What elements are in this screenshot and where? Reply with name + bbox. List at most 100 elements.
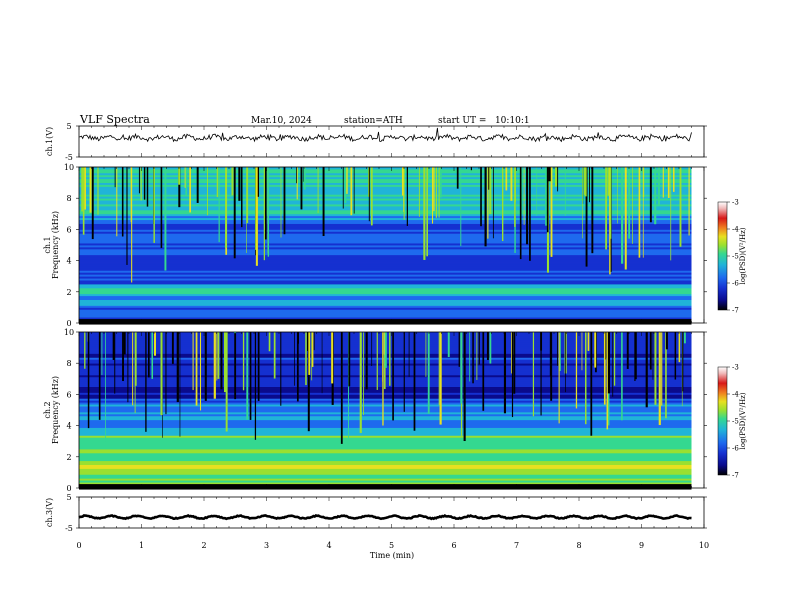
sferic-streak xyxy=(138,167,140,194)
colorbar-tick-label: -6 xyxy=(732,280,739,288)
spectrogram-heatmap xyxy=(79,167,704,325)
time-axis: 0 1 2 3 4 5 6 7 8 9 10 xyxy=(76,541,709,550)
spectrum-band xyxy=(79,278,692,281)
y-tick-label: 10 xyxy=(64,328,74,337)
low-freq-band xyxy=(79,484,692,490)
spectrum-band xyxy=(79,248,692,252)
sferic-streak xyxy=(171,332,174,364)
sferic-streak xyxy=(657,167,660,206)
sferic-streak xyxy=(178,167,181,185)
spectrum-band xyxy=(79,250,692,254)
spectrum-band xyxy=(79,198,692,201)
sferic-streak xyxy=(303,167,306,190)
sferic-streak xyxy=(296,167,298,200)
spectrum-band xyxy=(79,441,692,444)
sferic-streak xyxy=(112,332,115,360)
spectrum-band xyxy=(79,215,692,219)
sferic-streak xyxy=(317,167,319,213)
spectrum-band xyxy=(79,190,692,193)
spectrum-band xyxy=(79,227,692,230)
sferic-streak xyxy=(268,332,271,352)
sferic-streak xyxy=(665,332,667,419)
sferic-streak xyxy=(134,332,136,413)
colorbar-label: log(PSD)(V²/Hz) xyxy=(739,392,747,449)
spectrum-band xyxy=(79,406,692,409)
sferic-streak xyxy=(514,167,516,227)
sferic-streak xyxy=(587,332,590,351)
sferic-streak xyxy=(670,167,672,261)
y-tick-label: 0 xyxy=(66,484,71,493)
sferic-streak xyxy=(264,167,267,240)
spectrum-band xyxy=(79,209,692,213)
sferic-streak xyxy=(634,332,636,381)
sferic-streak xyxy=(91,167,94,240)
sferic-streak xyxy=(307,332,310,432)
spectrum-band xyxy=(79,443,692,446)
sferic-streak xyxy=(523,167,525,225)
y-tick-label: 6 xyxy=(66,225,71,234)
spectrum-band xyxy=(79,478,692,481)
sferic-streak xyxy=(510,167,513,201)
sferic-streak xyxy=(540,332,542,416)
sferic-streak xyxy=(487,167,489,239)
sferic-streak xyxy=(550,332,553,401)
sferic-streak xyxy=(204,332,207,401)
spectrum-band xyxy=(79,425,692,428)
spectrum-band xyxy=(79,421,692,425)
spectrum-band xyxy=(79,256,692,260)
sferic-streak xyxy=(389,332,391,386)
sferic-streak xyxy=(540,332,543,351)
sferic-streak xyxy=(515,167,517,202)
sferic-streak xyxy=(184,167,186,188)
sferic-streak xyxy=(667,167,670,198)
sferic-streak xyxy=(607,332,611,394)
spectrum-band xyxy=(79,268,692,271)
sferic-streak xyxy=(233,167,236,259)
sferic-streak xyxy=(344,167,347,204)
sferic-streak xyxy=(300,167,303,210)
x-tick-label: 5 xyxy=(389,541,394,550)
spectrum-band xyxy=(79,431,692,434)
sferic-streak xyxy=(526,167,529,245)
sferic-streak xyxy=(359,332,362,433)
sferic-streak xyxy=(132,332,134,406)
ch3-waveform-panel: 5 -5 ch.3(V) xyxy=(45,493,707,533)
spectrum-band xyxy=(79,413,692,417)
sferic-streak xyxy=(610,167,612,239)
sferic-streak xyxy=(433,167,435,212)
spectrum-band xyxy=(79,474,692,477)
y-tick-label: 6 xyxy=(66,390,71,399)
colorbar-tick-label: -4 xyxy=(732,226,739,234)
y-tick-label: 0 xyxy=(66,319,71,328)
spectrum-band xyxy=(79,315,692,318)
spectrum-band xyxy=(79,276,692,279)
waveform-trace xyxy=(78,513,692,521)
sferic-streak xyxy=(213,332,216,399)
spectrum-band xyxy=(79,472,692,475)
sferic-streak xyxy=(559,332,561,371)
spectrum-band xyxy=(79,225,692,228)
sferic-streak xyxy=(423,167,426,260)
spectrum-band xyxy=(79,280,692,283)
sferic-streak xyxy=(519,167,522,260)
sferic-streak xyxy=(683,332,686,344)
sferic-streak xyxy=(199,332,202,411)
sferic-streak xyxy=(649,332,652,370)
sferic-streak xyxy=(558,332,560,424)
sferic-streak xyxy=(555,167,558,187)
sferic-streak xyxy=(428,167,430,180)
y-tick-label: 5 xyxy=(66,493,71,502)
x-tick-label: 0 xyxy=(76,541,81,550)
sferic-streak xyxy=(556,332,558,366)
sferic-streak xyxy=(489,167,492,215)
spectrum-band xyxy=(79,452,692,456)
y-tick-label: 2 xyxy=(66,288,71,297)
y-axis-label: ch.1(V) xyxy=(45,127,54,156)
sferic-streak xyxy=(401,167,405,196)
sferic-streak xyxy=(612,332,614,397)
spectrum-band xyxy=(79,184,692,187)
sferic-streak xyxy=(196,167,199,203)
waveform-trace xyxy=(78,127,692,143)
spectrum-band xyxy=(79,390,692,393)
y-axis-channel-label: ch.2 xyxy=(43,401,52,418)
